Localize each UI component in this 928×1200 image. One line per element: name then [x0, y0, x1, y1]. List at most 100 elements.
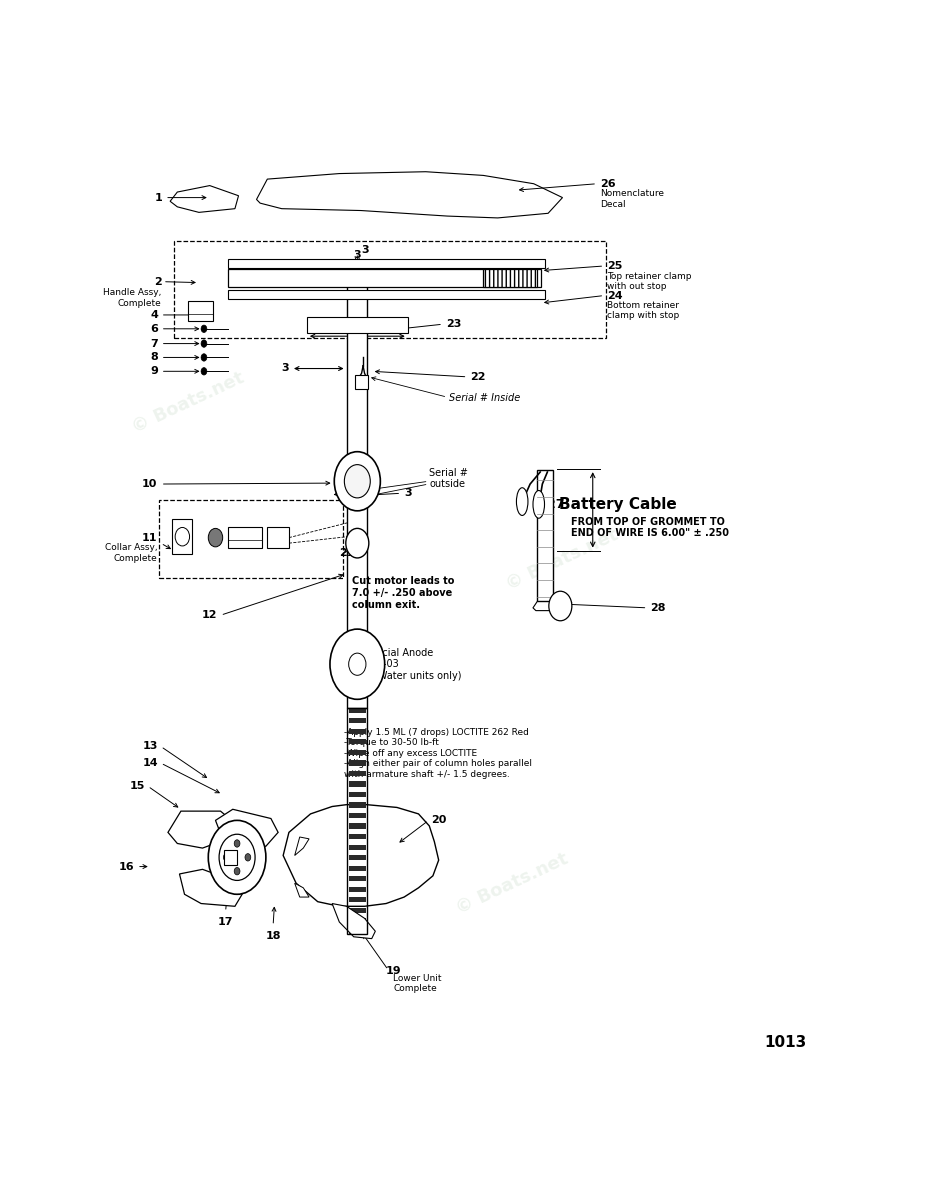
Circle shape: [200, 325, 207, 332]
Bar: [348, 898, 366, 902]
Text: 19: 19: [386, 966, 401, 976]
Text: 28: 28: [650, 602, 665, 613]
Text: Serial # Inside: Serial # Inside: [448, 394, 520, 403]
Bar: [354, 374, 367, 389]
Text: 2: 2: [153, 277, 161, 287]
Circle shape: [200, 340, 207, 347]
Text: Cut motor leads to
7.0 +/- .250 above
column exit.: Cut motor leads to 7.0 +/- .250 above co…: [352, 576, 454, 610]
Text: 17: 17: [217, 917, 233, 928]
Text: 15: 15: [129, 781, 145, 791]
Circle shape: [334, 451, 380, 511]
Text: 6: 6: [149, 324, 158, 334]
Bar: [347, 708, 367, 934]
Text: Battery Cable: Battery Cable: [559, 497, 676, 512]
Text: 20: 20: [431, 815, 446, 826]
Bar: [348, 718, 366, 724]
Bar: [227, 290, 544, 299]
Text: 1: 1: [155, 192, 162, 203]
Text: 21: 21: [339, 548, 354, 558]
Polygon shape: [168, 811, 235, 848]
Text: 12: 12: [201, 611, 217, 620]
Text: 26: 26: [599, 179, 615, 188]
Text: 3: 3: [281, 362, 289, 373]
Text: 3: 3: [354, 338, 361, 348]
Polygon shape: [256, 172, 561, 218]
Bar: [483, 269, 536, 287]
Text: 4: 4: [149, 310, 158, 320]
Bar: [348, 792, 366, 797]
Text: 27: 27: [546, 498, 563, 511]
Bar: [348, 761, 366, 766]
Text: 3: 3: [361, 245, 368, 256]
Text: 9: 9: [149, 366, 158, 377]
Bar: [227, 528, 262, 547]
Bar: [348, 823, 366, 829]
Text: Lower Unit
Complete: Lower Unit Complete: [393, 973, 442, 994]
Text: 14: 14: [142, 758, 158, 768]
Circle shape: [234, 868, 239, 875]
Bar: [348, 781, 366, 787]
Text: 7: 7: [150, 338, 158, 348]
Bar: [348, 803, 366, 808]
Bar: [536, 470, 552, 601]
Polygon shape: [215, 809, 277, 848]
Bar: [348, 845, 366, 850]
Text: 22: 22: [470, 372, 485, 382]
Bar: [174, 241, 605, 338]
Circle shape: [548, 592, 572, 620]
Circle shape: [200, 354, 207, 361]
Bar: [348, 929, 366, 934]
Text: Nomenclature
Decal: Nomenclature Decal: [599, 190, 664, 209]
Text: 11: 11: [141, 533, 157, 542]
Text: Sacrificial Anode
AR002-03
(Salt Water units only): Sacrificial Anode AR002-03 (Salt Water u…: [352, 648, 461, 680]
Circle shape: [219, 834, 255, 881]
Polygon shape: [294, 838, 309, 856]
Bar: [348, 728, 366, 734]
Polygon shape: [294, 883, 309, 898]
Text: 3: 3: [404, 488, 411, 498]
Bar: [348, 907, 366, 913]
Bar: [348, 856, 366, 860]
Text: Collar Assy,
Complete: Collar Assy, Complete: [105, 544, 157, 563]
Bar: [187, 301, 213, 322]
Circle shape: [348, 653, 366, 676]
Text: FROM TOP OF GROMMET TO
END OF WIRE IS 6.00" ± .250: FROM TOP OF GROMMET TO END OF WIRE IS 6.…: [571, 517, 728, 539]
Text: © Boats.net: © Boats.net: [453, 850, 571, 917]
Circle shape: [200, 367, 207, 374]
Bar: [348, 708, 366, 713]
Bar: [306, 317, 407, 334]
Text: 10: 10: [142, 479, 157, 490]
Bar: [348, 770, 366, 776]
Text: 23: 23: [445, 319, 461, 329]
Text: 3: 3: [354, 250, 361, 259]
Text: 18: 18: [265, 931, 280, 941]
Bar: [348, 918, 366, 924]
Polygon shape: [179, 869, 242, 906]
Text: 16: 16: [119, 862, 134, 871]
Circle shape: [245, 853, 251, 862]
Text: Handle Assy,
Complete: Handle Assy, Complete: [103, 288, 161, 307]
Bar: [160, 499, 342, 578]
Text: 24: 24: [607, 290, 622, 300]
Bar: [348, 739, 366, 744]
Bar: [348, 834, 366, 839]
Bar: [348, 750, 366, 755]
Polygon shape: [283, 805, 438, 906]
Text: 13: 13: [142, 742, 158, 751]
Text: 8: 8: [150, 353, 158, 362]
Polygon shape: [332, 904, 375, 938]
Bar: [348, 865, 366, 871]
Polygon shape: [170, 186, 238, 212]
Bar: [348, 887, 366, 892]
Ellipse shape: [533, 491, 544, 518]
Circle shape: [344, 464, 370, 498]
Text: Top retainer clamp
with out stop: Top retainer clamp with out stop: [607, 271, 691, 290]
Text: Bottom retainer
clamp with stop: Bottom retainer clamp with stop: [607, 301, 678, 320]
Circle shape: [175, 528, 189, 546]
Text: 1013: 1013: [764, 1034, 806, 1050]
Circle shape: [329, 629, 384, 700]
Ellipse shape: [516, 487, 527, 516]
Text: © Boats.net: © Boats.net: [503, 526, 621, 594]
Bar: [172, 520, 192, 554]
Bar: [348, 812, 366, 818]
